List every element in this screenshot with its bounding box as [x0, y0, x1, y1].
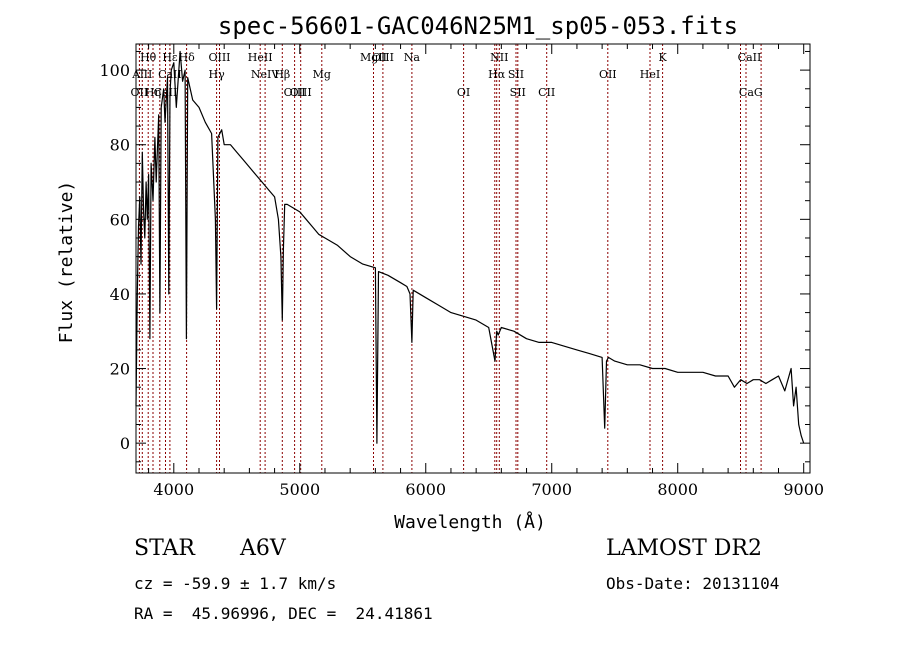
- x-tick-label: 7000: [531, 480, 572, 499]
- x-tick-label: 9000: [783, 480, 824, 499]
- line-label: CaG: [739, 86, 763, 99]
- line-label: Hη: [145, 86, 161, 99]
- observation-date: Obs-Date: 20131104: [606, 574, 780, 593]
- line-label: NeIV: [251, 68, 280, 81]
- line-label: CaII: [158, 68, 182, 81]
- line-label: OIII: [290, 86, 312, 99]
- x-tick-label: 6000: [405, 480, 446, 499]
- line-label: AlII: [131, 68, 152, 81]
- x-tick-label: 5000: [279, 480, 320, 499]
- y-tick-label: 20: [110, 360, 130, 379]
- chart-title: spec-56601-GAC046N25M1_sp05-053.fits: [218, 12, 738, 40]
- line-label: Hθ: [140, 51, 157, 64]
- line-label: OII: [131, 86, 149, 99]
- line-label: OII: [599, 68, 617, 81]
- line-label: SII: [510, 86, 526, 99]
- spectrum-line: [135, 50, 805, 444]
- line-label: CaII: [738, 51, 762, 64]
- line-label: HeI: [640, 68, 660, 81]
- spectrum-series: [135, 50, 805, 444]
- line-label: HeII: [248, 51, 273, 64]
- y-tick-label: 60: [110, 210, 130, 229]
- line-label: Hγ: [209, 68, 226, 81]
- line-label: NII: [490, 51, 508, 64]
- x-axis-label: Wavelength (Å): [394, 511, 546, 533]
- line-label: CII: [538, 86, 555, 99]
- y-tick-label: 100: [99, 61, 130, 80]
- survey-name: LAMOST DR2: [606, 536, 762, 561]
- line-label: OI: [457, 86, 470, 99]
- line-label: CaII: [154, 86, 178, 99]
- y-tick-label: 40: [110, 285, 130, 304]
- redshift-velocity: cz = -59.9 ± 1.7 km/s: [134, 574, 337, 593]
- line-label: Hα: [488, 68, 506, 81]
- y-tick-label: 0: [120, 434, 130, 453]
- y-axis-label: Flux (relative): [56, 181, 77, 344]
- line-label: K: [658, 51, 667, 64]
- x-tick-label: 8000: [657, 480, 698, 499]
- sky-coordinates: RA = 45.96996, DEC = 24.41861: [134, 604, 433, 623]
- line-label: Hε: [162, 51, 178, 64]
- x-tick-label: 4000: [153, 480, 194, 499]
- line-label: SII: [508, 68, 524, 81]
- line-label: MgII: [360, 51, 387, 64]
- y-tick-label: 80: [110, 136, 130, 155]
- object-subclass: A6V: [240, 536, 286, 561]
- line-markers: [138, 44, 762, 473]
- line-label: OIII: [372, 51, 394, 64]
- plot-axes: 4000 5000 6000 7000 8000 9000 0 20 40 60 80 100: [99, 43, 824, 499]
- object-class: STAR: [134, 536, 195, 561]
- line-label: Na: [404, 51, 421, 64]
- line-label: Hδ: [178, 51, 195, 64]
- line-label: Hβ: [274, 68, 290, 81]
- plot-frame: [135, 43, 811, 474]
- line-label: Mg: [313, 68, 331, 81]
- line-label: OIII: [208, 51, 230, 64]
- line-label: OIII: [284, 86, 306, 99]
